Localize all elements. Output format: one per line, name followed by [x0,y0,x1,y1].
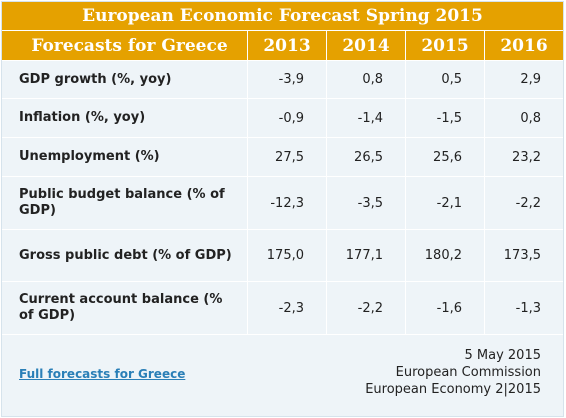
cell-value: -3,5 [326,177,405,229]
table-row-inflation: Inflation (%, yoy) -0,9 -1,4 -1,5 0,8 [2,99,563,138]
full-forecasts-link[interactable]: Full forecasts for Greece [19,367,186,381]
cell-value: -2,1 [405,177,484,229]
row-label: Public budget balance (% of GDP) [19,187,225,218]
header-year-2014: 2014 [326,31,405,60]
cell-value: 0,5 [405,61,484,98]
cell-value: 23,2 [484,138,563,176]
cell-value: -1,3 [484,282,563,334]
cell-value: -2,2 [484,177,563,229]
source-info: 5 May 2015 European Commission European … [365,347,541,398]
publication-series: European Economy 2|2015 [365,382,541,397]
table-header: Forecasts for Greece 2013 2014 2015 2016 [2,31,563,61]
cell-value: 27,5 [247,138,326,176]
cell-value: 173,5 [484,230,563,281]
table-row-gdp-growth: GDP growth (%, yoy) -3,9 0,8 0,5 2,9 [2,61,563,99]
table-row-public-debt: Gross public debt (% of GDP) 175,0 177,1… [2,230,563,282]
header-year-2016: 2016 [484,31,563,60]
publisher-name: European Commission [395,365,541,380]
cell-value: 25,6 [405,138,484,176]
cell-value: -0,9 [247,99,326,137]
cell-value: 26,5 [326,138,405,176]
row-label: Current account balance (% of GDP) [19,292,223,323]
cell-value: -2,2 [326,282,405,334]
cell-value: -1,5 [405,99,484,137]
publication-date: 5 May 2015 [464,348,542,363]
widget-title: European Economic Forecast Spring 2015 [2,2,563,31]
cell-value: 180,2 [405,230,484,281]
row-label: Inflation (%, yoy) [19,110,146,125]
row-label: Gross public debt (% of GDP) [19,247,232,263]
widget-footer: Full forecasts for Greece 5 May 2015 Eur… [2,335,563,408]
table-row-budget-balance: Public budget balance (% of GDP) -12,3 -… [2,177,563,230]
header-year-2013: 2013 [247,31,326,60]
cell-value: 2,9 [484,61,563,98]
cell-value: 175,0 [247,230,326,281]
cell-value: 0,8 [326,61,405,98]
row-label: GDP growth (%, yoy) [19,71,172,87]
cell-value: 177,1 [326,230,405,281]
cell-value: -3,9 [247,61,326,98]
cell-value: -2,3 [247,282,326,334]
header-year-2015: 2015 [405,31,484,60]
header-label: Forecasts for Greece [31,36,228,56]
row-label: Unemployment (%) [19,149,160,164]
table-row-current-account: Current account balance (% of GDP) -2,3 … [2,282,563,335]
cell-value: 0,8 [484,99,563,137]
cell-value: -12,3 [247,177,326,229]
table-row-unemployment: Unemployment (%) 27,5 26,5 25,6 23,2 [2,138,563,177]
cell-value: -1,6 [405,282,484,334]
cell-value: -1,4 [326,99,405,137]
